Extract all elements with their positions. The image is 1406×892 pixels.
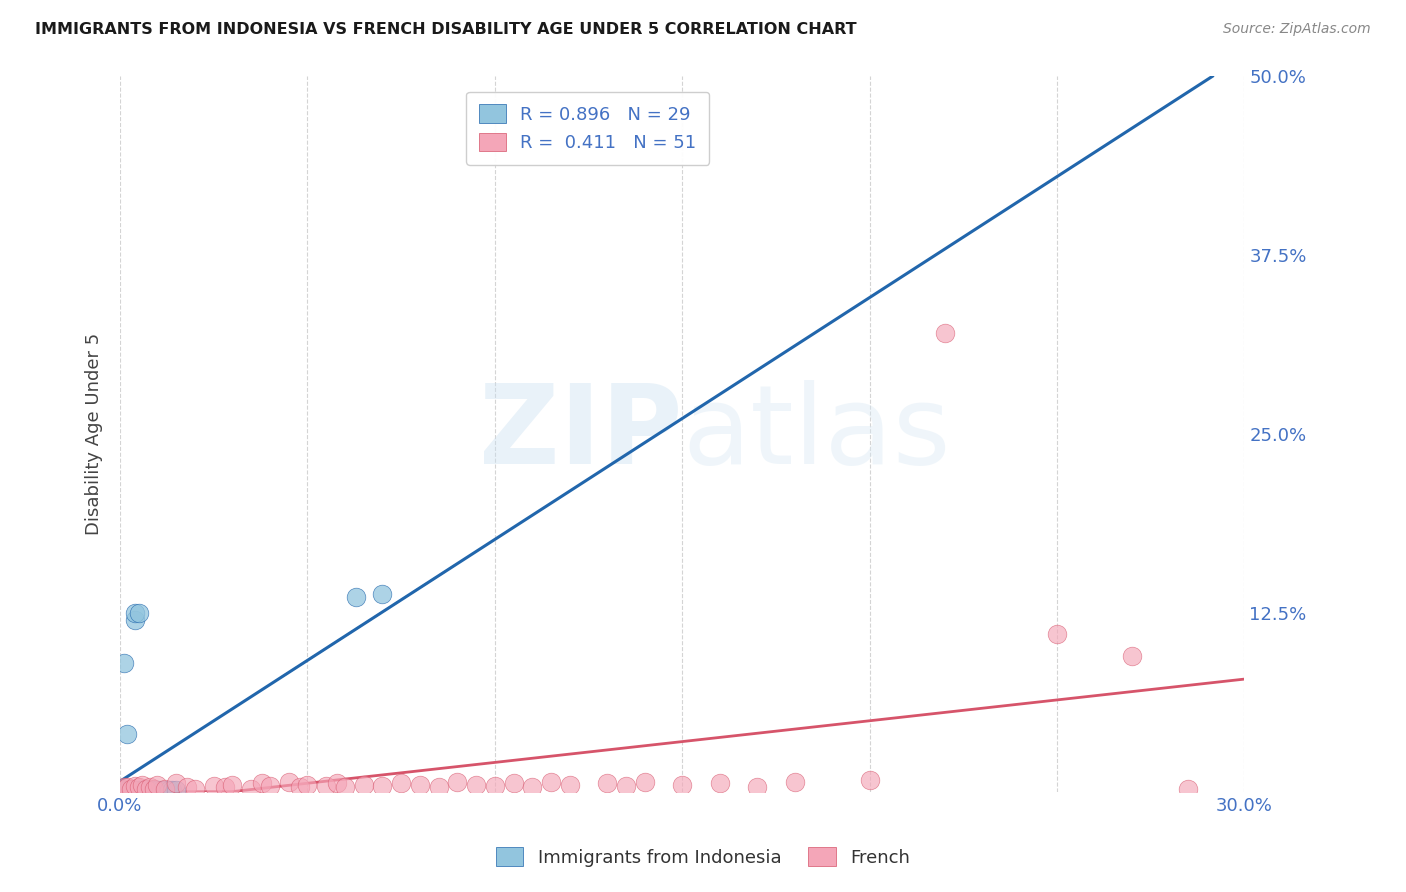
- Point: [117, 727, 139, 741]
- Point: [934, 326, 956, 341]
- Point: [184, 781, 207, 796]
- Point: [124, 783, 146, 797]
- Point: [783, 774, 806, 789]
- Point: [671, 778, 693, 792]
- Point: [176, 780, 198, 795]
- Point: [259, 779, 281, 793]
- Point: [747, 780, 769, 795]
- Point: [371, 587, 394, 601]
- Point: [117, 783, 139, 797]
- Point: [333, 780, 356, 795]
- Point: [297, 778, 319, 792]
- Point: [142, 781, 165, 796]
- Point: [131, 783, 153, 797]
- Point: [135, 783, 157, 797]
- Point: [465, 778, 488, 792]
- Text: atlas: atlas: [682, 380, 950, 487]
- Text: IMMIGRANTS FROM INDONESIA VS FRENCH DISABILITY AGE UNDER 5 CORRELATION CHART: IMMIGRANTS FROM INDONESIA VS FRENCH DISA…: [35, 22, 856, 37]
- Point: [446, 774, 468, 789]
- Point: [614, 779, 637, 793]
- Point: [484, 779, 506, 793]
- Point: [1177, 781, 1199, 796]
- Legend: R = 0.896   N = 29, R =  0.411   N = 51: R = 0.896 N = 29, R = 0.411 N = 51: [467, 92, 709, 165]
- Point: [146, 783, 169, 797]
- Point: [139, 783, 162, 797]
- Point: [540, 774, 562, 789]
- Point: [120, 783, 142, 797]
- Text: ZIP: ZIP: [479, 380, 682, 487]
- Point: [409, 778, 432, 792]
- Point: [128, 783, 150, 797]
- Point: [162, 783, 184, 797]
- Point: [315, 779, 337, 793]
- Point: [135, 783, 157, 797]
- Point: [277, 774, 299, 789]
- Point: [112, 783, 135, 797]
- Point: [124, 606, 146, 620]
- Point: [502, 776, 524, 790]
- Text: Source: ZipAtlas.com: Source: ZipAtlas.com: [1223, 22, 1371, 37]
- Point: [112, 783, 135, 797]
- Point: [709, 776, 731, 790]
- Point: [120, 783, 142, 797]
- Point: [634, 774, 657, 789]
- Point: [124, 613, 146, 627]
- Point: [214, 780, 236, 795]
- Point: [157, 783, 180, 797]
- Point: [150, 783, 173, 797]
- Point: [558, 778, 581, 792]
- Point: [165, 776, 187, 790]
- Point: [131, 778, 153, 792]
- Point: [165, 783, 187, 797]
- Point: [522, 780, 544, 795]
- Point: [124, 779, 146, 793]
- Point: [112, 781, 135, 796]
- Legend: Immigrants from Indonesia, French: Immigrants from Indonesia, French: [489, 840, 917, 874]
- Point: [1046, 627, 1069, 641]
- Point: [344, 590, 367, 604]
- Point: [120, 783, 142, 797]
- Point: [146, 783, 169, 797]
- Point: [112, 656, 135, 670]
- Point: [252, 776, 274, 790]
- Point: [240, 781, 263, 796]
- Point: [139, 783, 162, 797]
- Point: [112, 780, 135, 795]
- Point: [288, 780, 311, 795]
- Point: [596, 776, 619, 790]
- Point: [128, 606, 150, 620]
- Point: [131, 783, 153, 797]
- Point: [142, 783, 165, 797]
- Point: [353, 778, 375, 792]
- Point: [427, 780, 450, 795]
- Point: [389, 776, 412, 790]
- Point: [221, 778, 243, 792]
- Point: [153, 783, 176, 797]
- Point: [371, 779, 394, 793]
- Point: [120, 781, 142, 796]
- Y-axis label: Disability Age Under 5: Disability Age Under 5: [86, 333, 103, 534]
- Point: [135, 781, 157, 796]
- Point: [1121, 648, 1143, 663]
- Point: [202, 779, 225, 793]
- Point: [858, 773, 880, 788]
- Point: [117, 780, 139, 795]
- Point: [153, 781, 176, 796]
- Point: [117, 783, 139, 797]
- Point: [326, 776, 349, 790]
- Point: [124, 783, 146, 797]
- Point: [146, 778, 169, 792]
- Point: [128, 780, 150, 795]
- Point: [128, 783, 150, 797]
- Point: [128, 783, 150, 797]
- Point: [131, 783, 153, 797]
- Point: [139, 780, 162, 795]
